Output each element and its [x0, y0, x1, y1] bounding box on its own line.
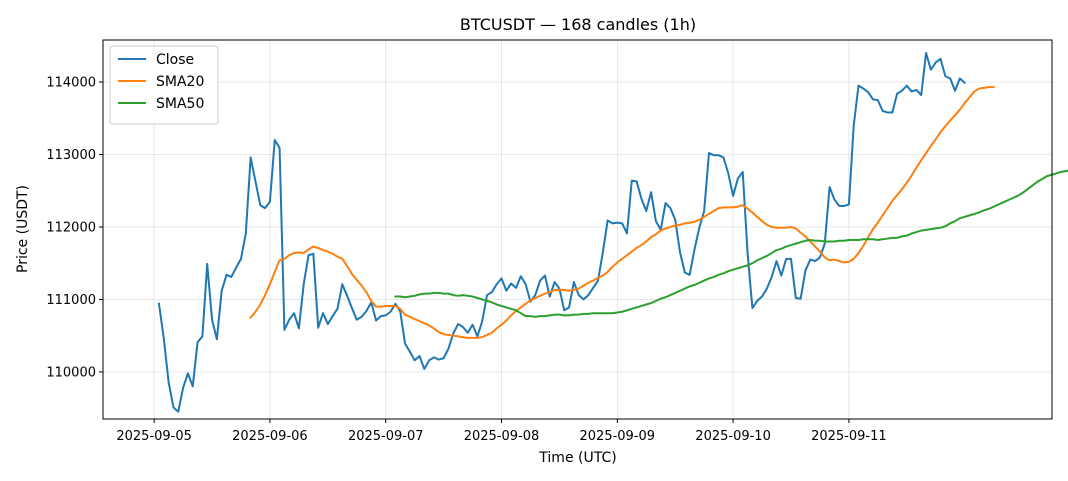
y-tick-label: 110000	[46, 365, 96, 380]
legend-box	[109, 45, 219, 125]
x-tick-label: 2025-09-09	[580, 429, 656, 444]
chart-title: BTCUSDT — 168 candles (1h)	[460, 15, 696, 34]
series-line-sma50	[394, 169, 1068, 318]
legend: Close SMA20 SMA50	[109, 45, 219, 125]
y-tick-label: 114000	[46, 76, 96, 91]
x-tick-label: 2025-09-11	[811, 429, 887, 444]
x-axis-label: Time (UTC)	[538, 450, 616, 466]
plot-area	[157, 52, 1068, 413]
x-tick-label: 2025-09-07	[348, 429, 424, 444]
x-tick-label: 2025-09-06	[232, 429, 308, 444]
plot-frame	[102, 39, 1053, 420]
x-tick-label: 2025-09-10	[695, 429, 771, 444]
series-line-close	[157, 52, 967, 413]
y-tick-label: 111000	[46, 293, 96, 308]
x-tick-label: 2025-09-05	[116, 429, 192, 444]
legend-label: SMA20	[156, 74, 204, 90]
y-tick-label: 112000	[46, 220, 96, 235]
series-line-sma20	[249, 86, 995, 339]
y-tick-label: 113000	[46, 148, 96, 163]
legend-label: Close	[156, 52, 194, 68]
x-axis: 2025-09-05 2025-09-06 2025-09-07 2025-09-08…	[116, 419, 887, 444]
x-tick-label: 2025-09-08	[464, 429, 540, 444]
y-axis: 110000 111000 112000 113000 114000	[46, 76, 103, 380]
grid	[103, 40, 1052, 419]
y-axis-label: Price (USDT)	[15, 185, 31, 273]
legend-label: SMA50	[156, 96, 204, 112]
